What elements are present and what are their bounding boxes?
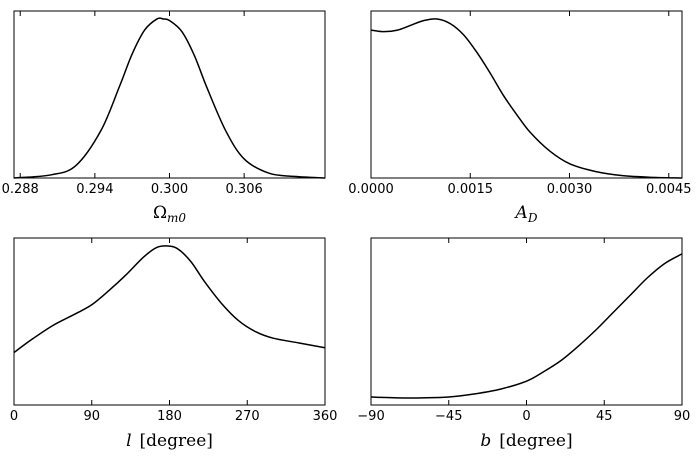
panel-ad-curve xyxy=(370,18,683,179)
panel-ad-tick-label: 0.0045 xyxy=(646,182,692,197)
panel-ad: 0.0000 0.0015 0.0030 0.0045 AD xyxy=(348,10,692,225)
panel-b-tick-label: 90 xyxy=(674,409,691,424)
panel-ad-tick-label: 0.0000 xyxy=(348,182,394,197)
panel-omega-m0-tick-label: 0.294 xyxy=(76,182,113,197)
panel-omega-m0: 0.288 0.294 0.300 0.306 Ωm0 xyxy=(2,10,326,225)
panel-omega-m0-curve xyxy=(13,17,326,179)
panel-ad-xlabel: AD xyxy=(514,203,538,225)
panel-l-xlabel: l [degree] xyxy=(126,431,213,451)
panel-omega-m0-ticks: 0.288 0.294 0.300 0.306 xyxy=(2,11,263,197)
panel-b-ticks: −90 −45 0 45 90 xyxy=(357,238,690,424)
panel-omega-m0-tick-label: 0.306 xyxy=(226,182,263,197)
panel-b-tick-label: 45 xyxy=(596,409,613,424)
panel-l-tick-label: 180 xyxy=(157,409,182,424)
panel-l: 0 90 180 270 360 l [degree] xyxy=(10,237,338,451)
panel-ad-frame xyxy=(370,10,683,179)
panel-l-ticks: 0 90 180 270 360 xyxy=(10,238,338,424)
panel-l-tick-label: 90 xyxy=(83,409,100,424)
panel-b-curve xyxy=(370,253,683,399)
panel-ad-tick-label: 0.0030 xyxy=(547,182,593,197)
panel-b-xlabel: b [degree] xyxy=(480,431,572,451)
panel-ad-tick-label: 0.0015 xyxy=(448,182,494,197)
panel-b-frame xyxy=(370,237,683,406)
panel-omega-m0-xlabel: Ωm0 xyxy=(153,203,186,225)
panel-omega-m0-tick-label: 0.288 xyxy=(2,182,39,197)
panel-l-curve xyxy=(13,245,326,354)
panel-l-tick-label: 360 xyxy=(313,409,338,424)
panel-b-tick-label: −90 xyxy=(357,409,384,424)
panel-ad-ticks: 0.0000 0.0015 0.0030 0.0045 xyxy=(348,11,692,197)
panel-b-tick-label: −45 xyxy=(435,409,462,424)
panel-omega-m0-frame xyxy=(13,10,326,179)
panel-b: −90 −45 0 45 90 b [degree] xyxy=(357,237,690,451)
panel-omega-m0-tick-label: 0.300 xyxy=(151,182,188,197)
panel-l-tick-label: 0 xyxy=(10,409,18,424)
panel-b-tick-label: 0 xyxy=(522,409,530,424)
panel-l-tick-label: 270 xyxy=(235,409,260,424)
